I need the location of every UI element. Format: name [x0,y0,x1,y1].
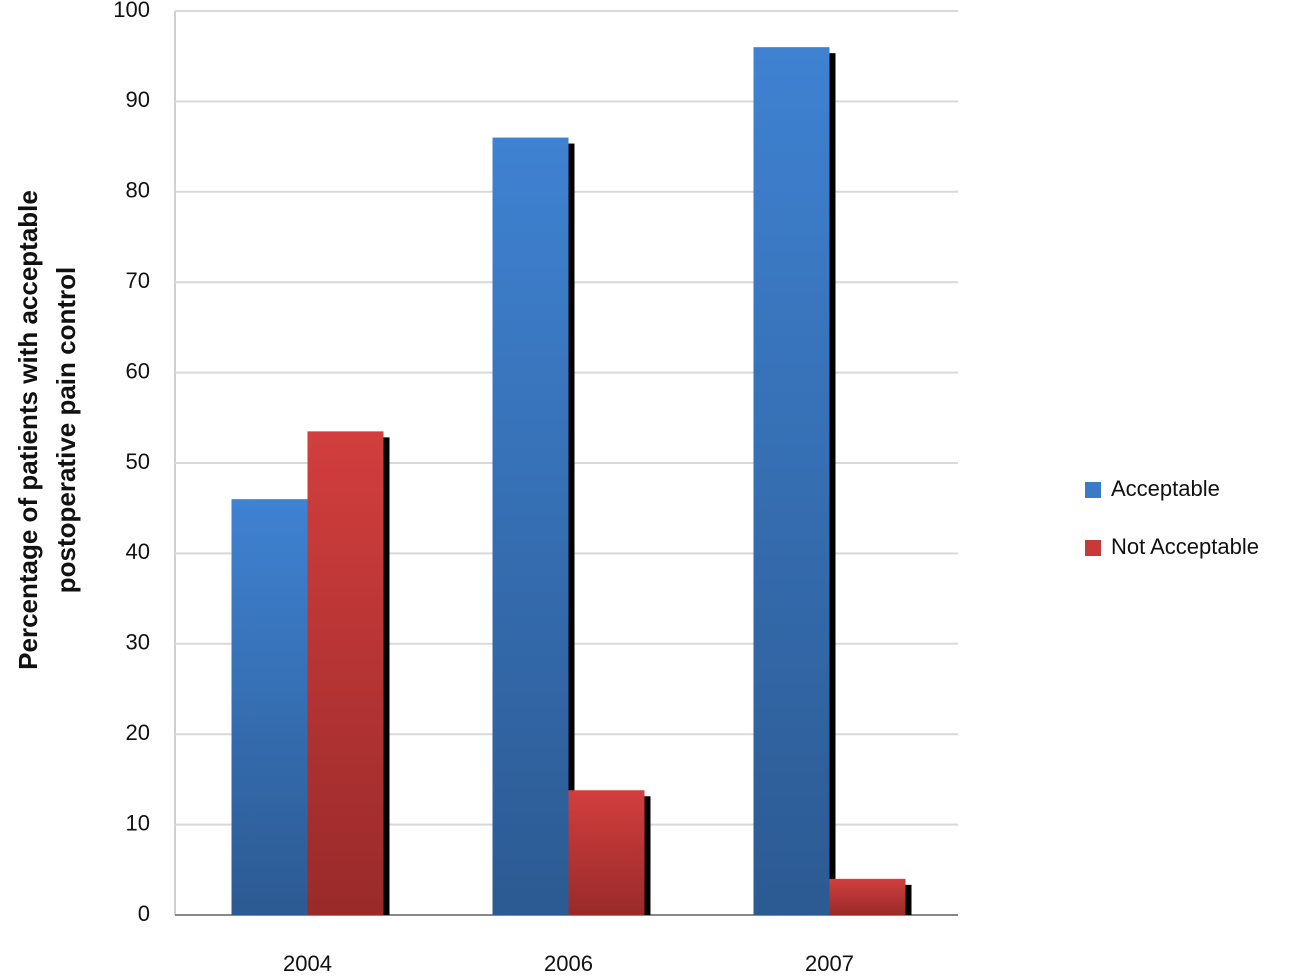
y-tick-label: 20 [126,720,150,745]
y-tick-label: 50 [126,449,150,474]
y-tick-label: 70 [126,268,150,293]
x-tick-label: 2004 [283,951,332,976]
y-tick-label: 90 [126,87,150,112]
y-tick-label: 30 [126,630,150,655]
bar-shadow [644,796,651,915]
y-axis-title-line: Percentage of patients with acceptable [13,190,43,670]
y-tick-label: 80 [126,178,150,203]
y-axis-title: Percentage of patients with acceptable p… [13,190,81,670]
bar-shadow [383,437,390,915]
y-tick-label: 0 [138,901,150,926]
y-tick-label: 10 [126,810,150,835]
y-tick-label: 100 [113,0,150,22]
legend-label: Not Acceptable [1111,534,1259,559]
y-tick-label: 40 [126,539,150,564]
bar [231,499,308,915]
x-tick-label: 2006 [544,951,593,976]
bar-shadow [829,53,836,916]
bar-shadow [568,143,575,915]
bar [307,431,384,915]
bar [492,137,569,915]
y-tick-label: 60 [126,358,150,383]
bar [753,47,830,916]
legend-swatch [1085,482,1101,498]
legend-swatch [1085,540,1101,556]
legend-label: Acceptable [1111,476,1220,501]
bar [829,878,906,915]
y-axis-title-line: postoperative pain control [51,267,81,594]
bar [568,790,645,915]
x-tick-label: 2007 [805,951,854,976]
bar-shadow [905,884,912,915]
